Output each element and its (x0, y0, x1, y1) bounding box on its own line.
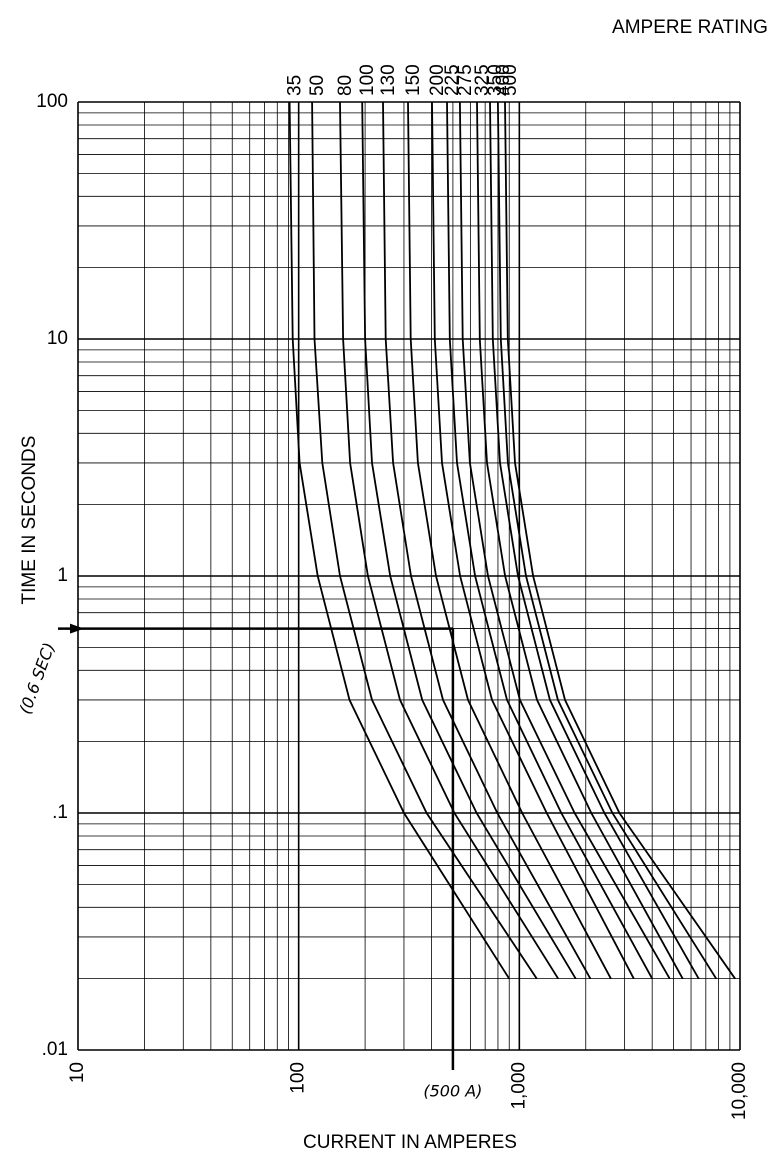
fuse-curve (497, 101, 717, 980)
curve-label: 100 (357, 64, 378, 96)
fuse-curve (476, 101, 684, 980)
y-tick-label: .01 (42, 1039, 68, 1060)
legend-title: AMPERE RATING (612, 17, 768, 38)
fuse-curve (407, 101, 612, 980)
fuse-curve (361, 101, 577, 980)
curve-label: 150 (403, 64, 424, 96)
y-tick-label: .1 (52, 802, 68, 823)
marker-x-label: (500 A) (423, 1082, 482, 1101)
fuse-curve (382, 101, 592, 980)
curve-label: 350 (485, 64, 506, 96)
curve-label: 325 (472, 64, 493, 96)
fuse-curve (459, 101, 671, 980)
y-axis-label: TIME IN SECONDS (19, 436, 40, 605)
x-tick-label: 1,000 (508, 1062, 529, 1110)
curve-label: 35 (285, 75, 306, 96)
fuse-curve (489, 101, 700, 980)
y-tick-label: 100 (36, 91, 68, 112)
fuse-curve (504, 101, 736, 980)
curve-label: 275 (455, 64, 476, 96)
curve-label: 500 (500, 64, 521, 96)
marker-arrow (70, 623, 84, 634)
marker-y-label: (0.6 SEC) (15, 640, 58, 716)
fuse-curve (311, 101, 538, 980)
curve-label: 80 (335, 75, 356, 96)
fuse-curve (339, 101, 559, 980)
fuse-curve (431, 101, 635, 980)
x-tick-label: 100 (288, 1062, 309, 1094)
x-tick-label: 10 (67, 1062, 88, 1083)
y-tick-label: 1 (57, 565, 68, 586)
curve-label: 50 (307, 75, 328, 96)
curve-label: 225 (442, 64, 463, 96)
x-axis-label: CURRENT IN AMPERES (303, 1132, 517, 1153)
y-tick-label: 10 (47, 328, 68, 349)
curve-label: 130 (378, 64, 399, 96)
curve-label: 400 (493, 64, 514, 96)
curve-label: 200 (427, 64, 448, 96)
x-tick-label: 10,000 (729, 1062, 750, 1120)
fuse-curve (288, 101, 510, 980)
fuse-curve (446, 101, 653, 980)
